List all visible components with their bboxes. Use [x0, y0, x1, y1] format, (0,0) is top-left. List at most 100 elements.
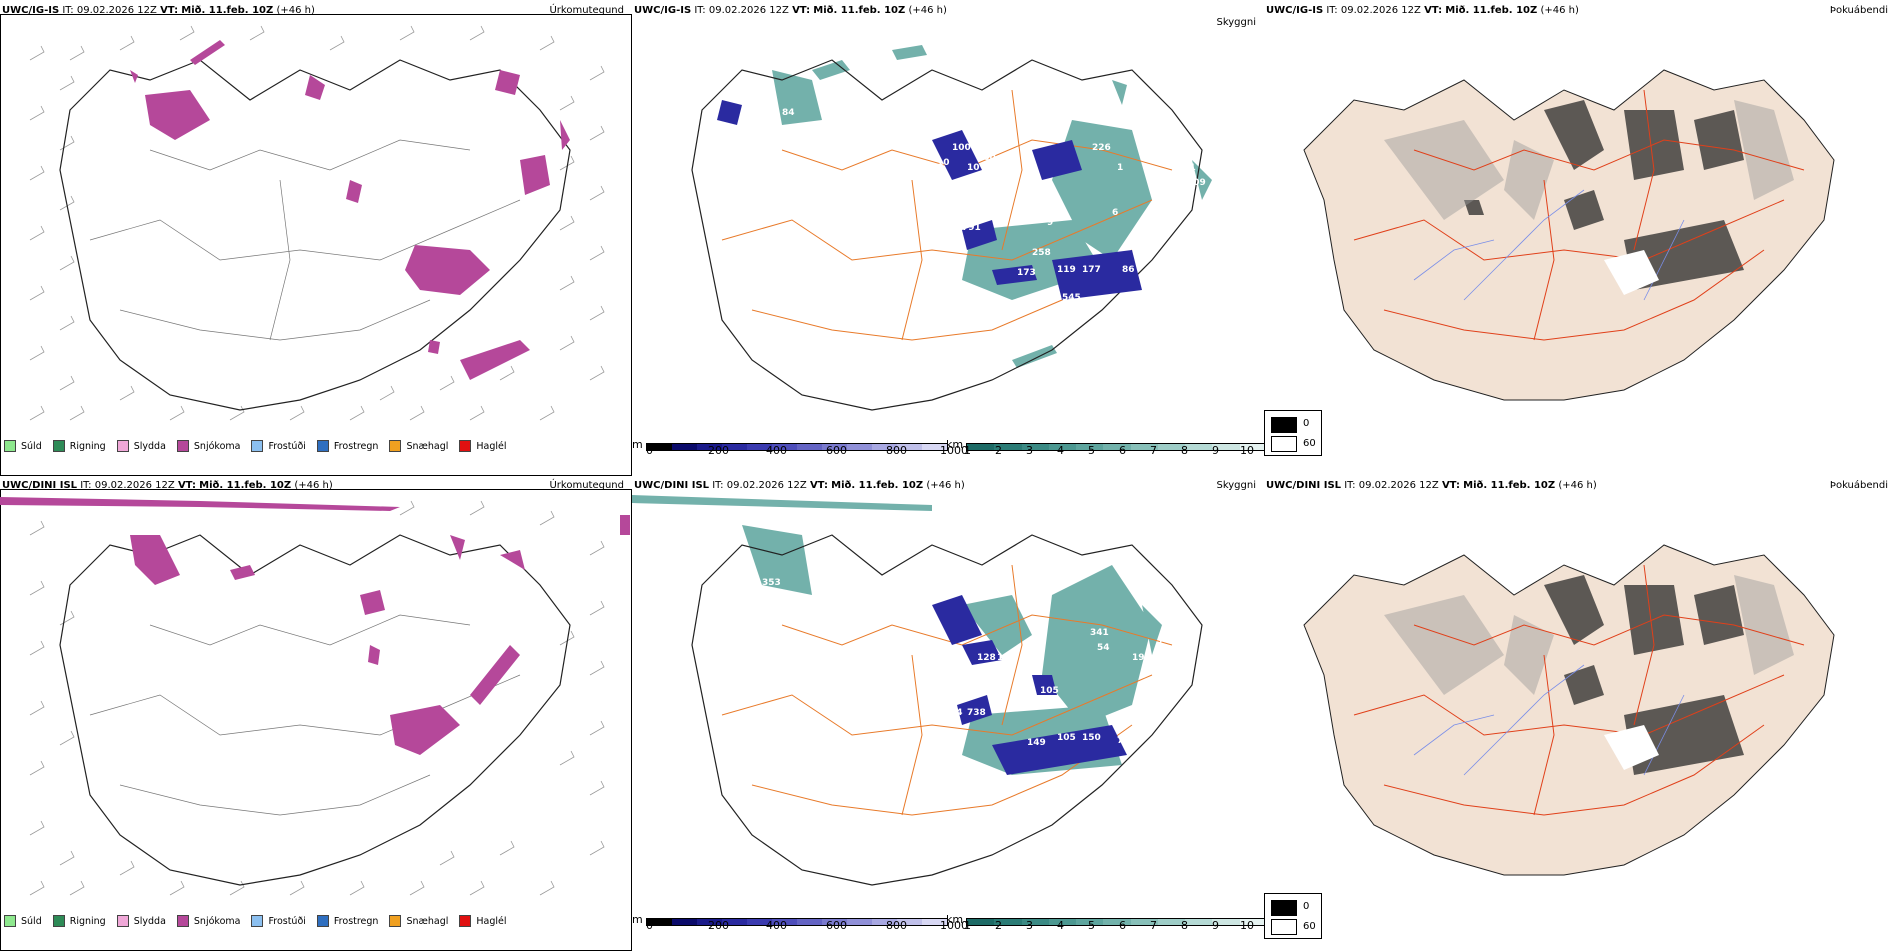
fog-legend: 0 60	[1264, 410, 1322, 456]
tick: 5	[1088, 444, 1095, 457]
vis-value: 9	[1047, 218, 1053, 228]
vis-value: 309	[1187, 178, 1206, 188]
colorbar-block	[696, 444, 722, 450]
colorbar-block	[846, 444, 872, 450]
colorbar-block	[994, 919, 1022, 925]
tick: 0	[646, 919, 653, 932]
legend-swatch	[52, 440, 65, 452]
visibility-colorbar: km	[942, 913, 1269, 926]
vis-value: 171	[1147, 693, 1166, 703]
tick: 3	[1026, 919, 1033, 932]
tick: 8	[1181, 919, 1188, 932]
tick: 6	[1119, 444, 1126, 457]
vis-value: 84	[950, 708, 963, 718]
white-patch	[1604, 250, 1659, 295]
vis-value: 6	[732, 598, 738, 608]
fog-shading	[1464, 100, 1744, 290]
colorbar-block	[696, 919, 722, 925]
legend-swatch	[4, 915, 16, 927]
vis-value: 791	[962, 223, 981, 233]
rivers	[1413, 664, 1685, 776]
vis-value: 226	[1092, 143, 1111, 153]
legend-item: Frostúði	[251, 915, 306, 927]
precip-panel-top: UWC/IG-IS IT: 09.02.2026 12Z VT: Mið. 11…	[0, 0, 632, 476]
legend-swatch	[251, 915, 264, 927]
vis-value: 96	[932, 173, 945, 183]
colorbar-block	[1103, 444, 1131, 450]
snow-areas	[130, 40, 570, 380]
tick: 5	[1088, 919, 1095, 932]
tick: 600	[826, 919, 847, 932]
tick: 200	[708, 919, 729, 932]
fog-legend: 0 60	[1264, 893, 1322, 939]
legend-swatch	[316, 915, 329, 927]
legend-item: Slydda	[116, 915, 166, 927]
fog-legend-swatch	[1271, 436, 1297, 452]
colorbar-block	[721, 919, 747, 925]
panel-title: Úrkomutegund	[549, 480, 624, 491]
colorbar-block	[871, 444, 897, 450]
tick: 4	[1057, 919, 1064, 932]
colorbar-block	[1239, 919, 1268, 925]
legend-swatch	[389, 440, 402, 452]
panel-header: UWC/IG-IS IT: 09.02.2026 12Z VT: Mið. 11…	[1266, 5, 1579, 16]
panel-header: UWC/DINI ISL IT: 09.02.2026 12Z VT: Mið.…	[634, 480, 965, 491]
visibility-blocks	[966, 443, 1269, 451]
fog-shading	[1544, 575, 1744, 775]
tick: 8	[1181, 444, 1188, 457]
visibility-colorbar: km	[942, 438, 1269, 451]
colorbar-block	[896, 919, 922, 925]
legend-item: Súld	[4, 440, 42, 452]
colorbar-block	[967, 444, 995, 450]
precip-legend: Súld Rigning Slydda Snjókoma Frostúði Fr…	[4, 915, 518, 927]
colorbar-block	[967, 919, 995, 925]
roads	[89, 614, 521, 816]
precip-legend: Súld Rigning Slydda Snjókoma Frostúði Fr…	[4, 440, 518, 452]
panel-title: Þokuábendi	[1829, 5, 1888, 16]
colorbar-block	[1157, 919, 1186, 925]
legend-swatch	[116, 440, 129, 452]
cloud-vis-map: 353 6 100 128 162 738 84 105 149 105 150…	[632, 495, 1203, 886]
colorbar-block	[994, 444, 1022, 450]
cloudbase-colorbar: m	[632, 438, 948, 451]
vis-value: 545	[1062, 293, 1081, 303]
fog-legend-label: 60	[1303, 438, 1316, 449]
vis-value: 27	[1172, 188, 1185, 198]
vis-value: 171	[1137, 143, 1156, 153]
colorbar-block	[1185, 444, 1213, 450]
iceland-outline	[691, 59, 1203, 411]
iceland-outline	[59, 59, 571, 411]
tick: 10	[1240, 919, 1254, 932]
colorbar-block	[796, 919, 822, 925]
panel-header: UWC/IG-IS IT: 09.02.2026 12Z VT: Mið. 11…	[2, 5, 315, 16]
panel-frame	[0, 14, 632, 476]
legend-swatch	[116, 915, 129, 927]
legend-item: Haglél	[459, 915, 507, 927]
legend-item: Frostúði	[251, 440, 306, 452]
legend-swatch	[389, 915, 402, 927]
vis-value: 84	[782, 108, 795, 118]
vis-value-labels: 84 10 100 96 10 200 173 791 81 258 173 1…	[782, 108, 1206, 303]
colorbar-block	[921, 919, 947, 925]
tick: 2	[995, 444, 1002, 457]
cloud-vis-panel-bottom: UWC/DINI ISL IT: 09.02.2026 12Z VT: Mið.…	[632, 475, 1322, 950]
colorbar-block	[796, 444, 822, 450]
fog-panel-top: UWC/IG-IS IT: 09.02.2026 12Z VT: Mið. 11…	[1264, 0, 1894, 475]
visibility-ticks: 1 2 3 4 5 6 7 8 9 10	[964, 919, 1264, 933]
visibility-ticks: 1 2 3 4 5 6 7 8 9 10	[964, 444, 1264, 458]
vis-value: 195	[1132, 653, 1151, 663]
vis-value: 173	[1017, 268, 1036, 278]
vis-value: 74	[1117, 736, 1130, 746]
panel-title: Skyggni	[1216, 480, 1256, 491]
panel-title: Skyggni	[1216, 17, 1256, 28]
cloudbase-colorbar: m	[632, 913, 948, 926]
vis-value: 200	[977, 153, 996, 163]
colorbar-block	[721, 444, 747, 450]
colorbar-block	[1076, 444, 1104, 450]
vis-value: 6	[1112, 208, 1118, 218]
snow-areas	[0, 497, 630, 755]
tick: 6	[1119, 919, 1126, 932]
tick: 400	[766, 444, 787, 457]
tick: 600	[826, 444, 847, 457]
legend-item: Súld	[4, 915, 42, 927]
